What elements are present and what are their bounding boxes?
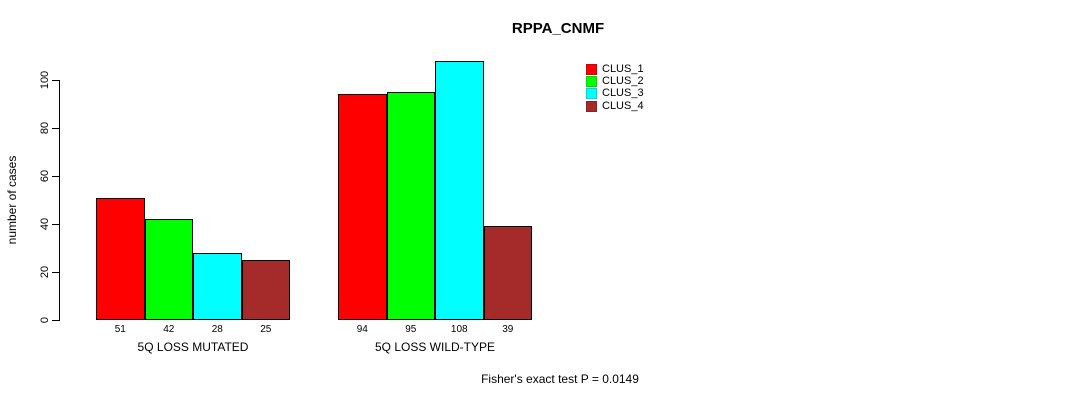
bar-value-label: 25 <box>260 324 272 335</box>
bar-value-label: 42 <box>163 324 175 335</box>
y-axis-tick <box>52 128 59 129</box>
bar-value-label: 94 <box>356 324 368 335</box>
legend-swatch-icon <box>586 63 597 75</box>
y-axis-line <box>59 80 60 321</box>
bar-clus_2-group1 <box>144 219 193 320</box>
y-axis-tick <box>52 176 59 177</box>
y-axis-label: number of cases <box>5 155 19 245</box>
y-axis-tick-label: 80 <box>39 121 51 135</box>
y-axis-tick <box>52 224 59 225</box>
y-axis-tick-label: 100 <box>39 70 51 90</box>
legend-item-clus_4: CLUS_4 <box>586 100 644 112</box>
bar-value-label: 28 <box>211 324 223 335</box>
y-axis-tick-label: 60 <box>39 169 51 183</box>
bar-clus_1-group1 <box>96 197 145 320</box>
bar-value-label: 95 <box>405 324 417 335</box>
bar-clus_3-group1 <box>193 252 242 320</box>
y-axis-tick-label: 40 <box>39 217 51 231</box>
group-label-2: 5Q LOSS WILD-TYPE <box>374 340 496 354</box>
chart-title: RPPA_CNMF <box>511 20 605 37</box>
bar-clus_1-group2 <box>338 94 387 320</box>
legend-swatch-icon <box>586 75 597 87</box>
bar-clus_4-group1 <box>241 260 290 320</box>
bar-value-label: 51 <box>114 324 126 335</box>
legend-item-label: CLUS_4 <box>602 99 644 112</box>
y-axis-tick-label: 20 <box>39 265 51 279</box>
y-axis-tick <box>52 320 59 321</box>
y-axis-tick <box>52 272 59 273</box>
bar-clus_2-group2 <box>386 92 435 320</box>
y-axis-tick-label: 0 <box>39 316 51 324</box>
y-axis-tick <box>52 80 59 81</box>
legend-swatch-icon <box>586 100 597 112</box>
legend-item-clus_3: CLUS_3 <box>586 88 644 100</box>
legend-item-label: CLUS_1 <box>602 62 644 75</box>
legend-item-clus_1: CLUS_1 <box>586 63 644 75</box>
legend: CLUS_1 CLUS_2 CLUS_3 CLUS_4 <box>586 63 644 112</box>
legend-item-clus_2: CLUS_2 <box>586 75 644 87</box>
bar-value-label: 39 <box>502 324 514 335</box>
group-label-1: 5Q LOSS MUTATED <box>137 340 249 354</box>
bar-clus_4-group2 <box>483 226 532 320</box>
bar-clus_3-group2 <box>435 60 484 320</box>
legend-item-label: CLUS_3 <box>602 87 644 100</box>
bar-value-label: 108 <box>450 324 468 335</box>
legend-item-label: CLUS_2 <box>602 74 644 87</box>
legend-swatch-icon <box>586 88 597 100</box>
annotation-text: Fisher's exact test P = 0.0149 <box>481 372 639 386</box>
